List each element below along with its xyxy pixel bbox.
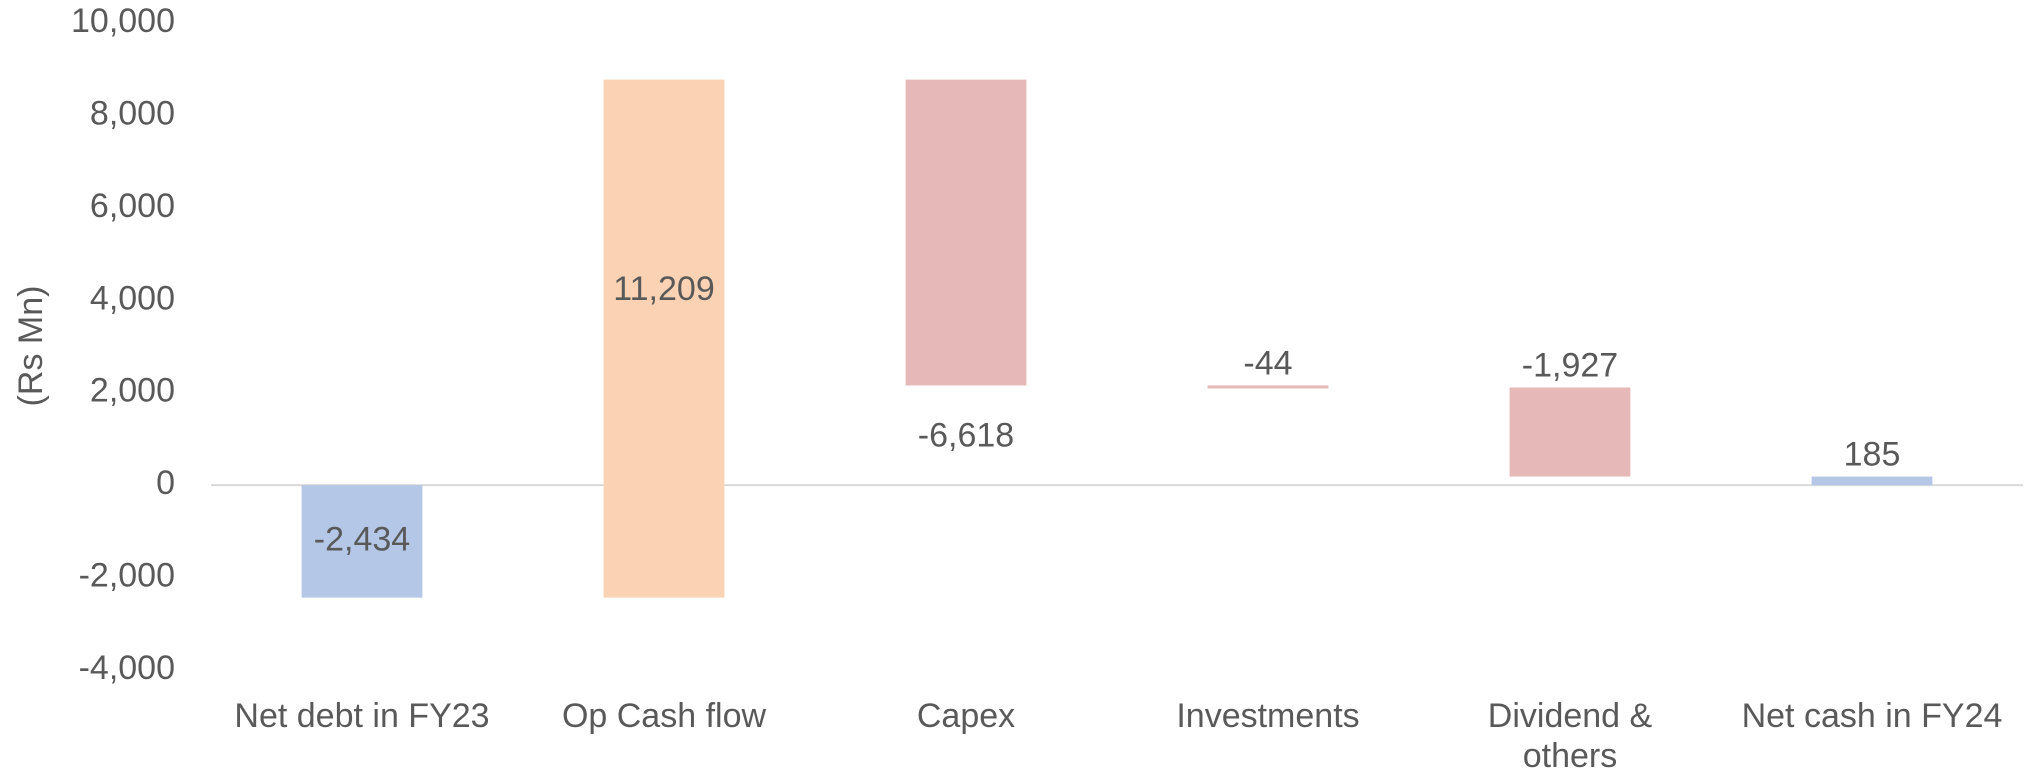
y-tick-label: 0	[156, 464, 175, 502]
x-tick-label: Net cash in FY24	[1741, 697, 2003, 735]
data-label: -2,434	[314, 520, 410, 558]
y-tick-label: -4,000	[79, 649, 175, 687]
y-tick-label: 8,000	[90, 94, 175, 132]
bar	[1509, 387, 1631, 477]
bar	[1811, 476, 1933, 486]
data-label: -1,927	[1522, 346, 1618, 384]
bar	[603, 79, 725, 598]
y-tick-label: 2,000	[90, 372, 175, 410]
data-label: -44	[1243, 344, 1292, 382]
data-label: 185	[1844, 436, 1901, 474]
y-axis-title: (Rs Mn)	[12, 286, 50, 407]
y-tick-label: 6,000	[90, 187, 175, 225]
x-tick-label: Capex	[916, 697, 1016, 735]
x-tick-label: Investments	[1176, 697, 1360, 735]
x-tick-label: Dividend & others	[1487, 697, 1653, 775]
bar	[905, 79, 1027, 386]
y-tick-label: 4,000	[90, 279, 175, 317]
y-tick-label: -2,000	[79, 557, 175, 595]
data-label: 11,209	[613, 270, 714, 308]
data-label: -6,618	[918, 416, 1014, 454]
bar	[301, 485, 423, 598]
bar	[1207, 385, 1329, 389]
x-tick-label: Net debt in FY23	[234, 697, 490, 735]
x-tick-label: Op Cash flow	[561, 697, 767, 735]
y-tick-label: 10,000	[71, 2, 175, 40]
